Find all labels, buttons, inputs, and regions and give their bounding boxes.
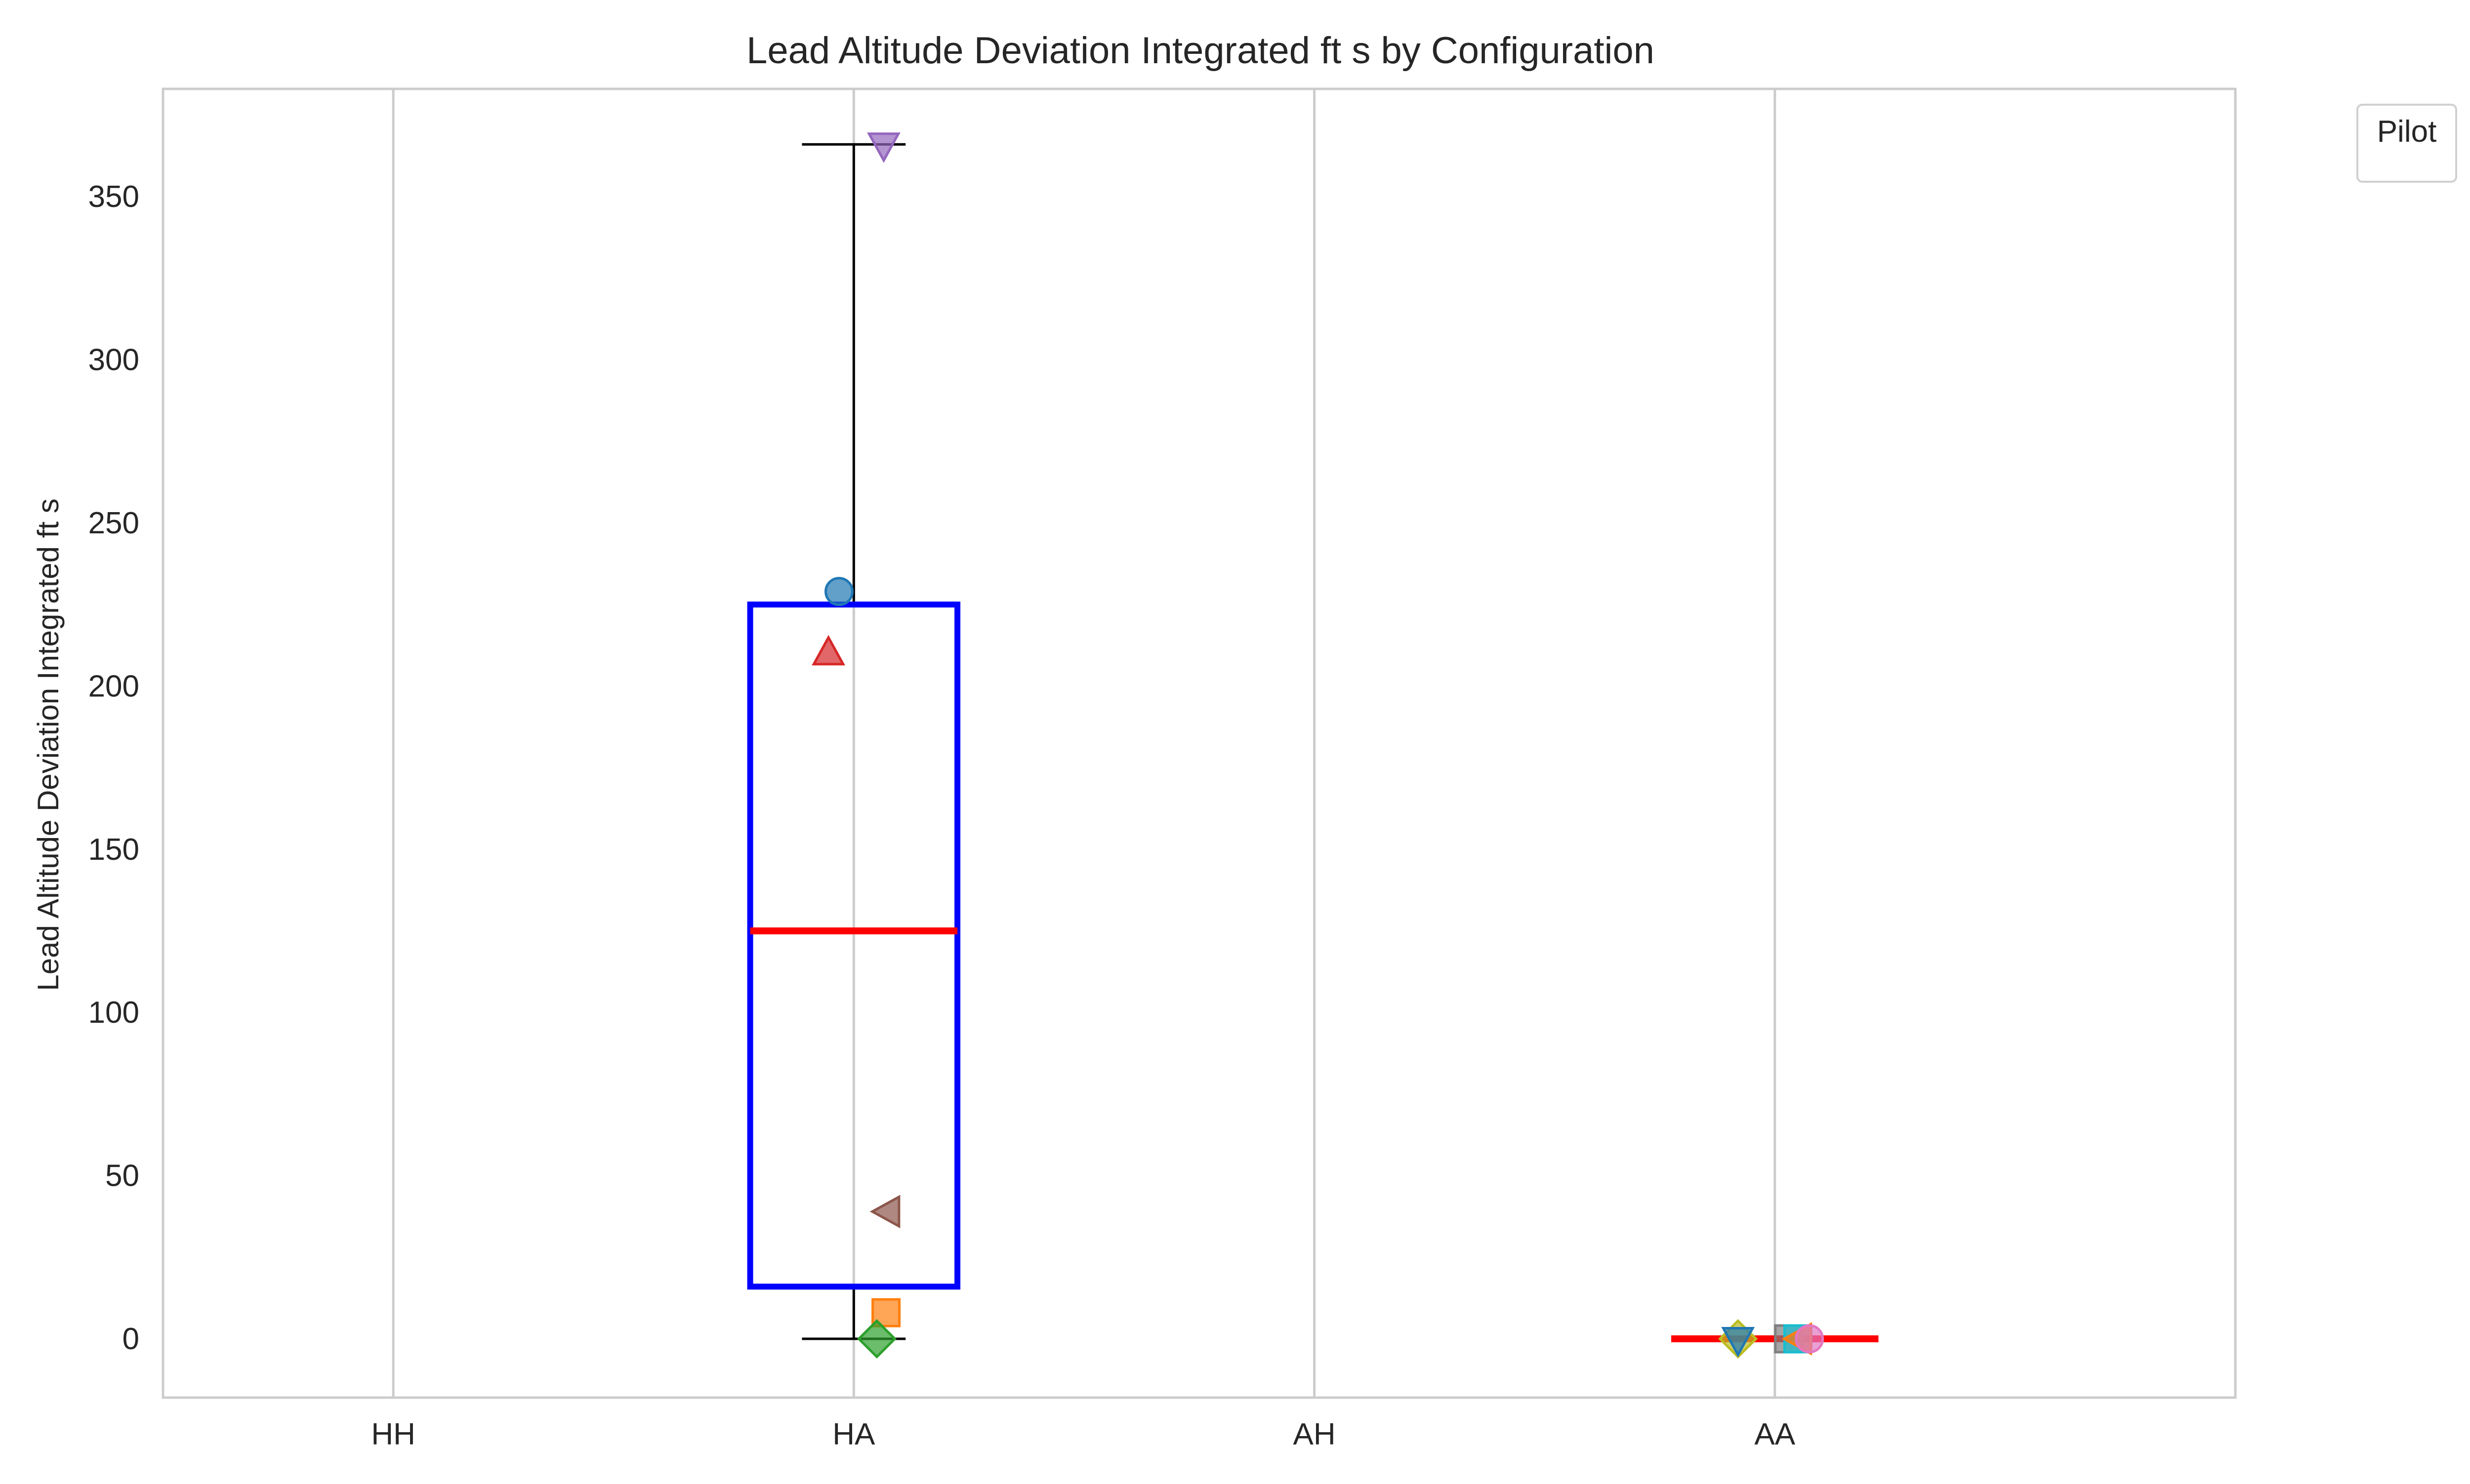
y-axis-ticks: 0 50 100 150 200 250 300 350 (88, 180, 139, 1356)
point-layer (812, 132, 1824, 1359)
plot-frame (162, 87, 2237, 1399)
x-tick-label-ah: AH (1293, 1417, 1335, 1451)
y-tick-label-350: 350 (88, 180, 139, 214)
point-ha-triangle-up-4 (812, 635, 845, 666)
y-tick-label-50: 50 (105, 1159, 139, 1193)
y-tick-label-300: 300 (88, 343, 139, 377)
x-tick-label-aa: AA (1754, 1417, 1795, 1451)
y-tick-label-100: 100 (88, 996, 139, 1030)
x-tick-label-hh: HH (371, 1417, 415, 1451)
x-axis-ticks: HH HA AH AA (371, 1417, 1795, 1451)
y-tick-label-250: 250 (88, 506, 139, 540)
legend-box (2356, 104, 2457, 183)
legend: Pilot (2356, 104, 2457, 183)
point-ha-square-2 (871, 1298, 901, 1327)
point-ha-circle-1 (824, 577, 854, 606)
x-tick-label-ha: HA (832, 1417, 875, 1451)
point-ha-triangle-left-6 (869, 1195, 901, 1229)
y-tick-label-200: 200 (88, 669, 139, 703)
y-axis-label: Lead Altitude Deviation Integrated ft s (32, 498, 65, 991)
y-tick-label-0: 0 (123, 1322, 139, 1356)
point-ha-diamond-3 (857, 1319, 897, 1359)
box-ha (747, 602, 961, 1290)
point-aa-circle-6 (1795, 1324, 1824, 1354)
y-tick-label-150: 150 (88, 833, 139, 867)
point-ha-triangle-down-5 (866, 132, 901, 163)
legend-title: Pilot (2377, 115, 2437, 149)
point-aa-triangle-down-2 (1721, 1326, 1755, 1358)
chart-title: Lead Altitude Deviation Integrated ft s … (746, 30, 1654, 72)
